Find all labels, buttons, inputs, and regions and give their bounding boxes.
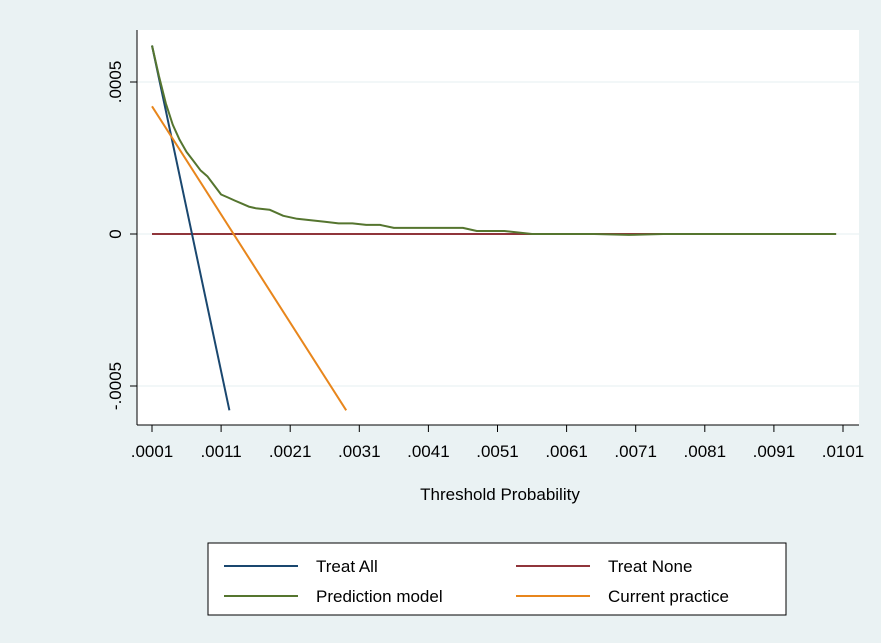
x-tick-label-5: .0051 (476, 442, 519, 461)
x-tick-label-8: .0081 (684, 442, 727, 461)
x-tick-label-2: .0021 (269, 442, 312, 461)
legend-label-prediction-model: Prediction model (316, 587, 443, 606)
legend: Treat All Treat None Prediction model Curre… (207, 542, 787, 616)
legend-label-treat-all: Treat All (316, 557, 378, 576)
x-tick-label-1: .0011 (200, 442, 241, 461)
y-tick-label-1: 0 (106, 229, 125, 238)
x-tick-label-7: .0071 (614, 442, 657, 461)
x-tick-label-4: .0041 (407, 442, 450, 461)
plot-area (137, 30, 859, 425)
series-line-current-practice (151, 105, 348, 411)
x-tick-label-6: .0061 (545, 442, 588, 461)
series-line-treat-all (151, 45, 231, 411)
series-line-prediction-model (151, 45, 837, 236)
axes: -.0005 0 .0005 .0001 .0011 .0021 .0031 .0041 .00… (106, 30, 864, 461)
x-tick-label-3: .0031 (338, 442, 381, 461)
legend-box (207, 542, 787, 616)
x-axis-title: Threshold Probability (420, 485, 580, 504)
x-tick-label-9: .0091 (753, 442, 796, 461)
x-tick-label-10: .0101 (822, 442, 865, 461)
y-tick-label-2: .0005 (106, 61, 125, 104)
legend-label-current-practice: Current practice (608, 587, 729, 606)
legend-label-treat-none: Treat None (608, 557, 692, 576)
series-lines (151, 45, 837, 411)
x-tick-label-0: .0001 (131, 442, 174, 461)
y-tick-label-0: -.0005 (106, 362, 125, 410)
